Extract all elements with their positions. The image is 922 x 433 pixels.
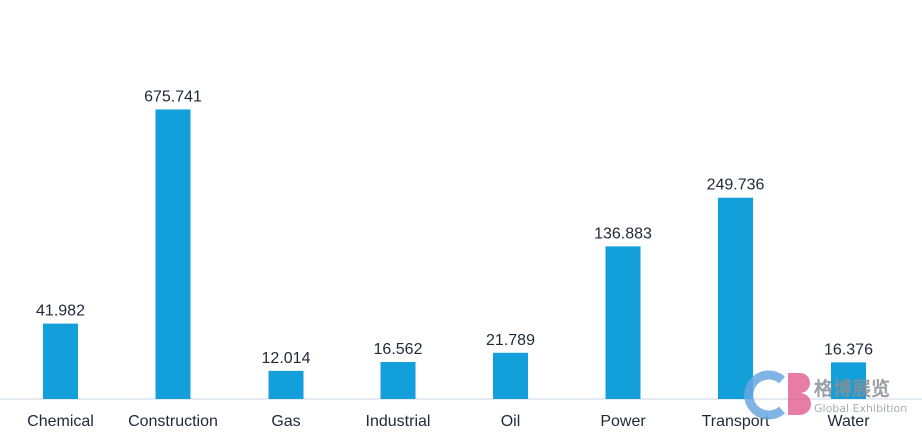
bar-transport [718,197,753,399]
value-label-oil: 21.789 [486,332,535,349]
watermark-english: Global Exhibition [814,402,907,415]
value-label-water: 16.376 [824,341,873,358]
watermark-logo: 格博展览 Global Exhibition [744,370,907,420]
bar-gas [268,370,304,399]
bar-water [831,362,866,399]
bar-oil [493,352,528,399]
bar-power [605,246,641,399]
value-label-transport: 249.736 [707,177,765,194]
category-label-construction: Construction [128,413,218,430]
value-label-industrial: 16.562 [374,341,423,358]
watermark-logo-mark [744,370,811,420]
value-label-power: 136.883 [594,225,652,242]
category-label-oil: Oil [501,413,521,430]
value-label-construction: 675.741 [144,88,202,105]
category-label-industrial: Industrial [366,413,431,430]
category-labels-group: Chemical Construction Gas Industrial Oil Powe… [27,413,870,430]
bar-industrial [380,362,416,399]
watermark-chinese: 格博展览 [814,377,890,400]
value-labels-group: 41.982 675.741 12.014 16.562 21.789 136.883 24… [36,88,873,366]
category-label-power: Power [600,413,646,430]
category-label-gas: Gas [271,413,300,430]
category-label-water: Water [827,413,870,430]
value-label-chemical: 41.982 [36,303,85,320]
category-label-chemical: Chemical [27,413,94,430]
bar-construction [155,109,191,399]
category-label-transport: Transport [702,413,770,430]
bars-group [43,109,866,399]
value-label-gas: 12.014 [262,350,311,367]
bar-chemical [43,323,78,399]
